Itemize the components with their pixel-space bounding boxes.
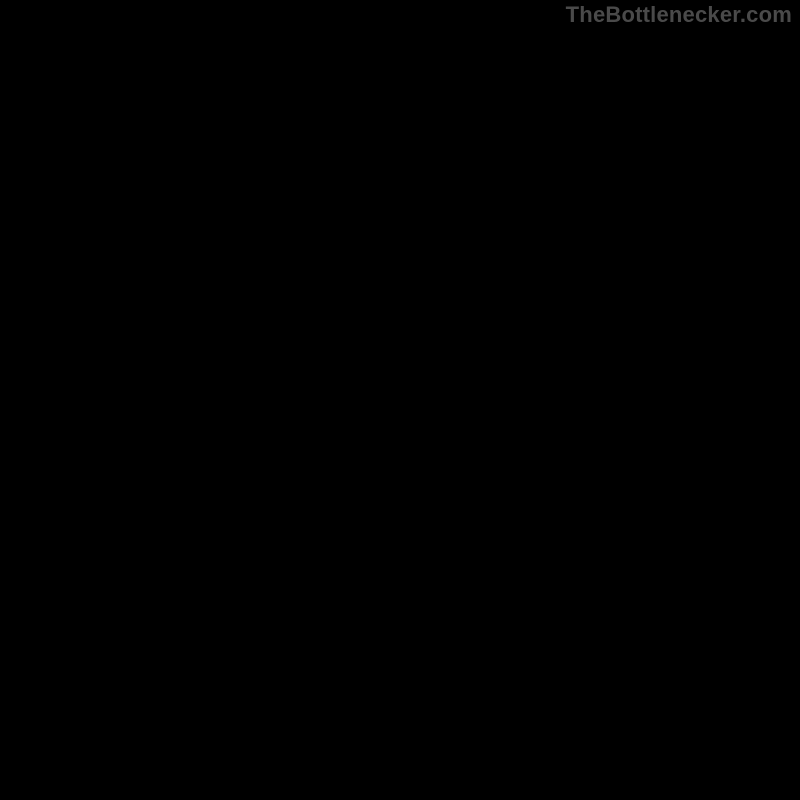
watermark-text: TheBottlenecker.com	[566, 2, 792, 28]
outer-frame	[0, 0, 800, 800]
